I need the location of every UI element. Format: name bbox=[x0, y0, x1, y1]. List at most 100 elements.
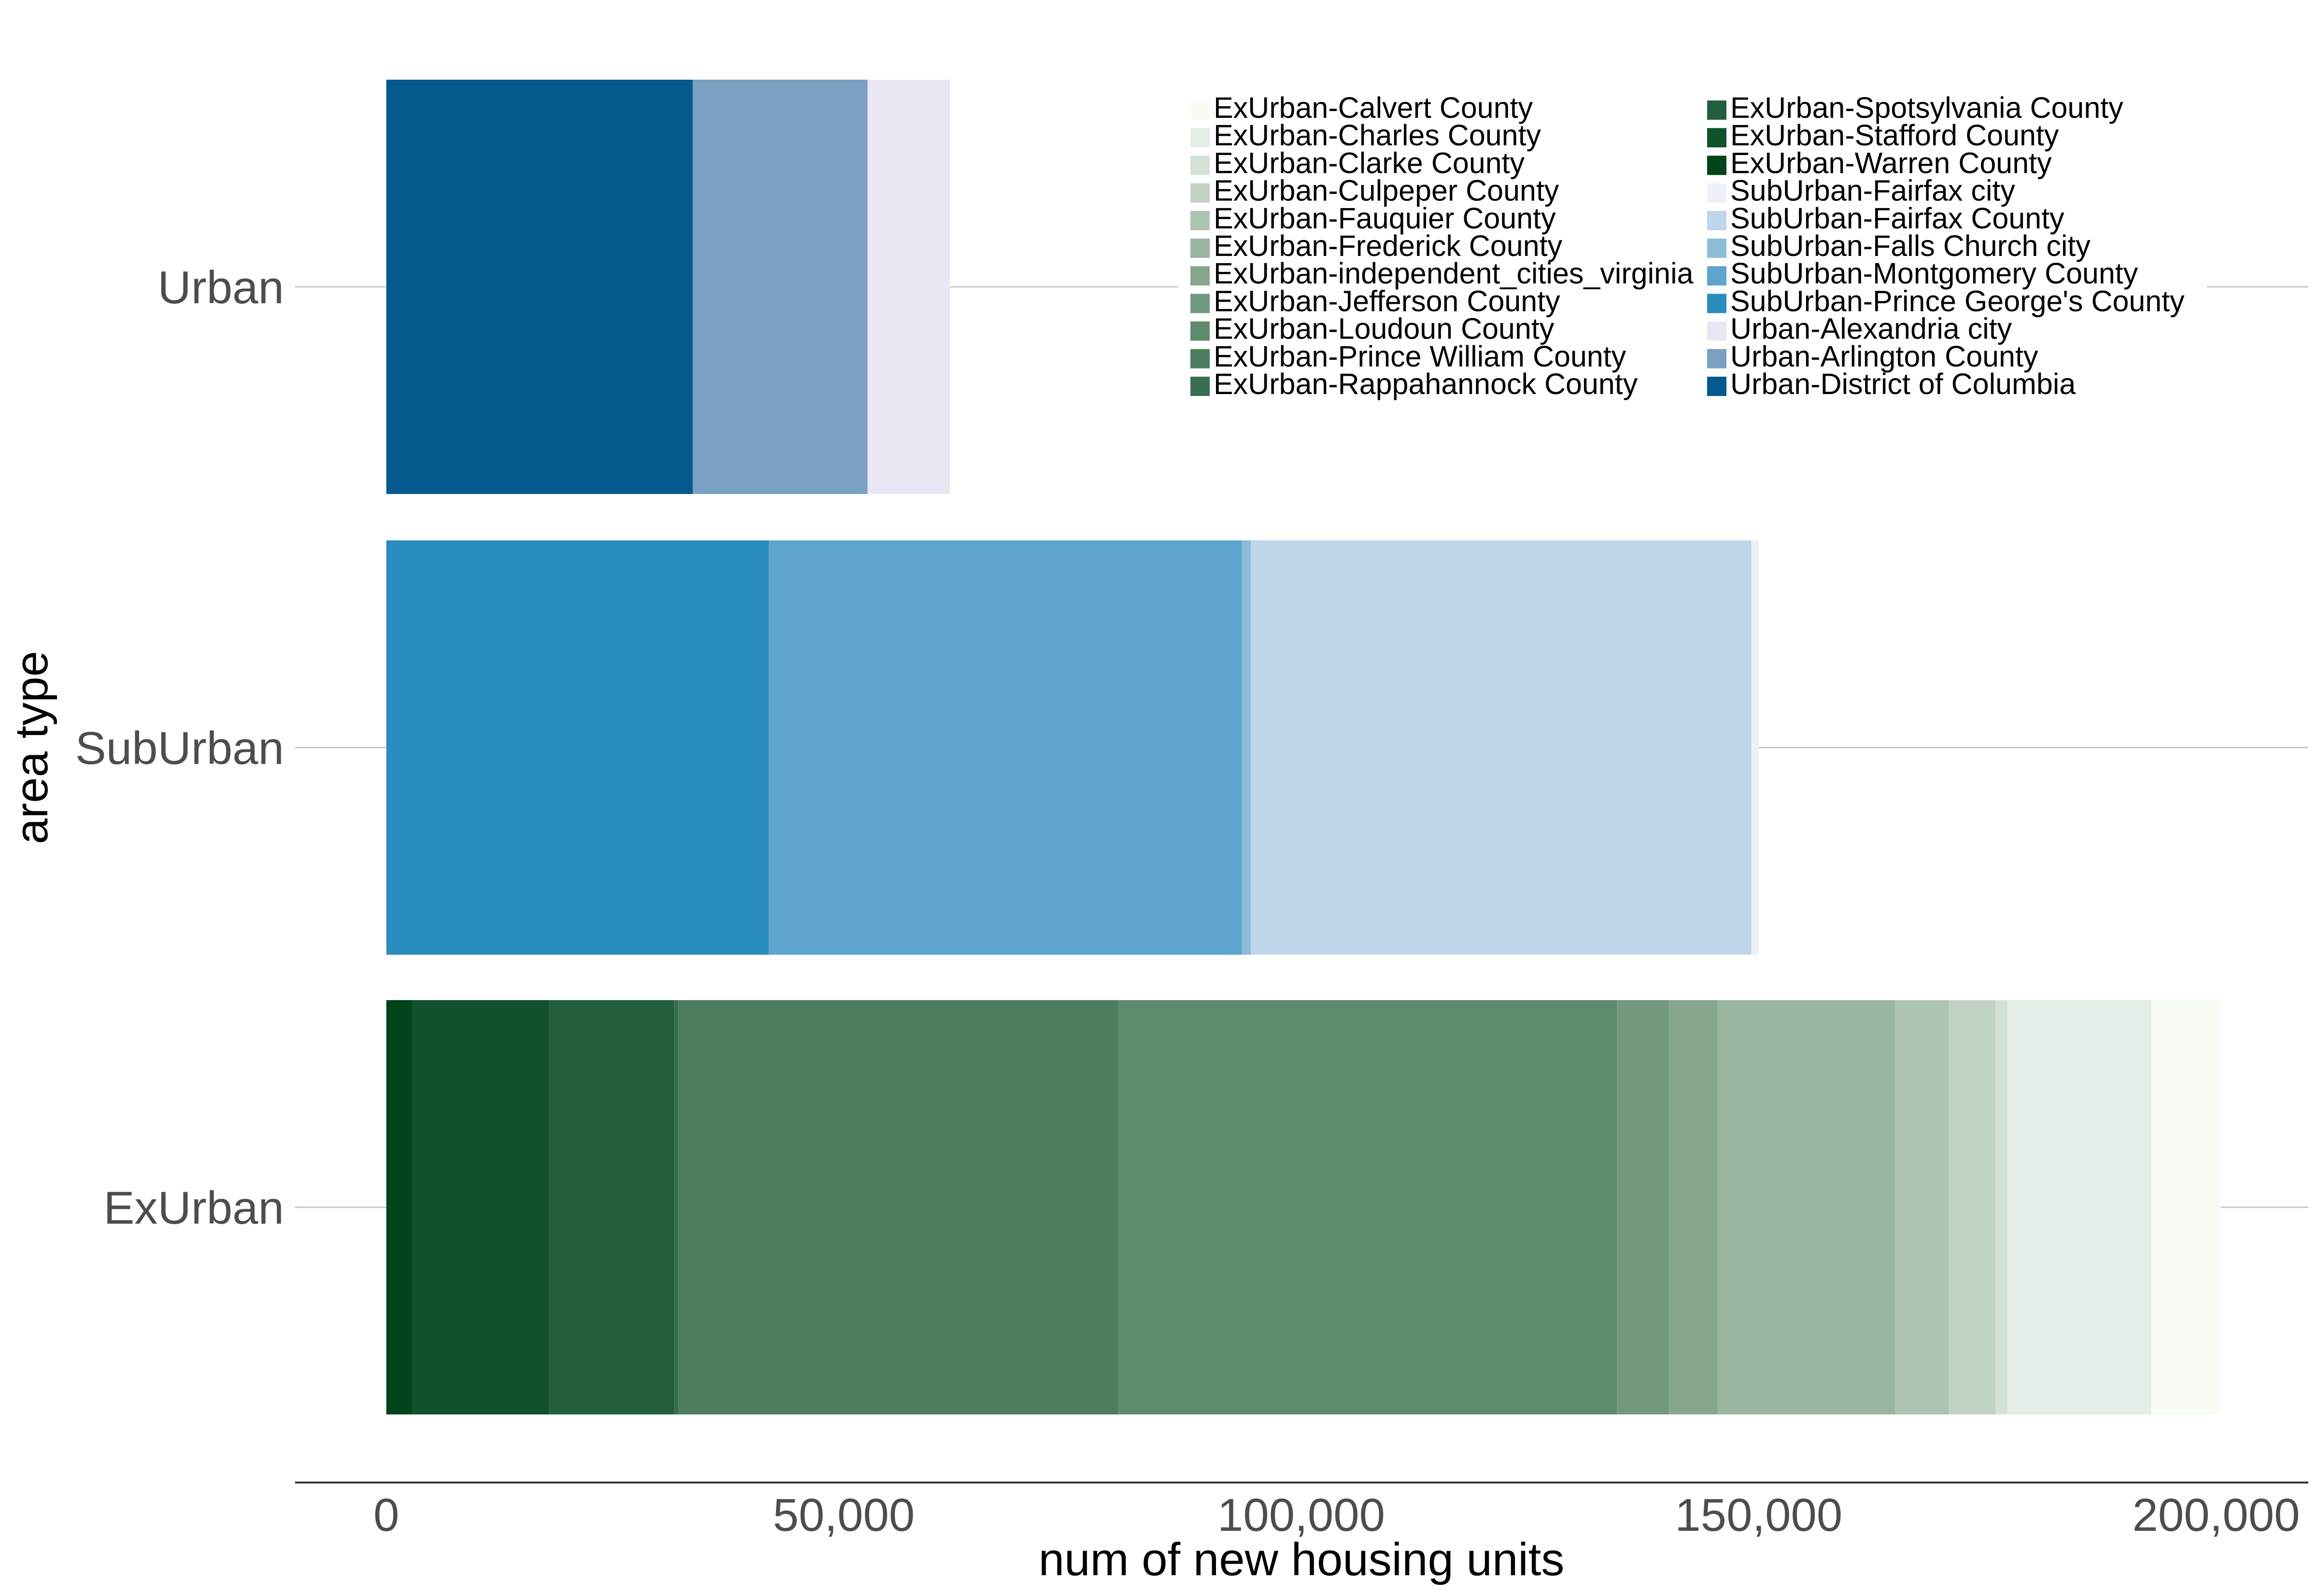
legend-swatch bbox=[1190, 294, 1210, 313]
legend-swatch bbox=[1190, 155, 1210, 175]
y-tick-label-suburban: SubUrban bbox=[75, 722, 284, 774]
legend-item-exurban-clarke-county: ExUrban-Clarke County bbox=[1190, 146, 1525, 179]
bar-exurban-independent-cities-virginia bbox=[1669, 1000, 1718, 1414]
bar-urban-alexandria-city bbox=[867, 80, 950, 494]
legend-label: ExUrban-Warren County bbox=[1730, 146, 2052, 179]
legend-swatch bbox=[1190, 211, 1210, 230]
legend-swatch bbox=[1707, 349, 1726, 368]
bar-urban-arlington-county bbox=[693, 80, 868, 494]
legend-swatch bbox=[1190, 183, 1210, 203]
legend-label: ExUrban-Calvert County bbox=[1214, 91, 1533, 124]
legend-item-exurban-jefferson-county: ExUrban-Jefferson County bbox=[1190, 284, 1560, 317]
legend-label: ExUrban-Loudoun County bbox=[1214, 312, 1555, 345]
legend-item-exurban-culpeper-county: ExUrban-Culpeper County bbox=[1190, 174, 1559, 207]
legend-swatch bbox=[1707, 239, 1726, 258]
legend-label: Urban-Arlington County bbox=[1730, 340, 2038, 373]
legend-item-exurban-rappahannock-county: ExUrban-Rappahannock County bbox=[1190, 367, 1638, 400]
legend-swatch bbox=[1190, 377, 1210, 396]
legend-swatch bbox=[1707, 321, 1726, 341]
legend-item-suburban-fairfax-city: SubUrban-Fairfax city bbox=[1707, 174, 2015, 207]
legend-item-exurban-prince-william-county: ExUrban-Prince William County bbox=[1190, 340, 1626, 373]
legend-label: ExUrban-Frederick County bbox=[1214, 229, 1563, 262]
x-tick-label: 50,000 bbox=[773, 1489, 915, 1541]
bar-exurban-stafford-county bbox=[412, 1000, 550, 1414]
legend-item-urban-district-of-columbia: Urban-District of Columbia bbox=[1707, 367, 2076, 400]
legend-item-exurban-warren-county: ExUrban-Warren County bbox=[1707, 146, 2052, 179]
legend-item-exurban-frederick-county: ExUrban-Frederick County bbox=[1190, 229, 1563, 262]
legend-swatch bbox=[1707, 294, 1726, 313]
legend-item-exurban-loudoun-county: ExUrban-Loudoun County bbox=[1190, 312, 1555, 345]
legend-swatch bbox=[1190, 321, 1210, 341]
bar-suburban-falls-church-city bbox=[1242, 540, 1251, 955]
legend-label: ExUrban-Stafford County bbox=[1730, 119, 2059, 152]
legend-item-exurban-calvert-county: ExUrban-Calvert County bbox=[1190, 91, 1533, 124]
bar-urban-district-of-columbia bbox=[386, 80, 693, 494]
legend-label: Urban-District of Columbia bbox=[1730, 367, 2076, 400]
bar-exurban-warren-county bbox=[386, 1000, 412, 1414]
legend-swatch bbox=[1707, 128, 1726, 148]
legend-label: SubUrban-Falls Church city bbox=[1730, 229, 2091, 262]
legend-swatch bbox=[1190, 239, 1210, 258]
bar-exurban-jefferson-county bbox=[1617, 1000, 1669, 1414]
bar-exurban-prince-william-county bbox=[678, 1000, 1118, 1414]
bar-exurban-rappahannock-county bbox=[674, 1000, 678, 1414]
legend-item-exurban-spotsylvania-county: ExUrban-Spotsylvania County bbox=[1707, 91, 2123, 124]
x-tick-label: 0 bbox=[373, 1489, 399, 1541]
legend-swatch bbox=[1190, 266, 1210, 286]
legend-item-urban-alexandria-city: Urban-Alexandria city bbox=[1707, 312, 2012, 345]
bar-suburban-prince-george-s-county bbox=[386, 540, 769, 955]
legend-item-suburban-montgomery-county: SubUrban-Montgomery County bbox=[1707, 257, 2138, 290]
legend-label: SubUrban-Prince George's County bbox=[1730, 284, 2185, 317]
y-axis-title: area type bbox=[6, 651, 57, 844]
legend-item-exurban-charles-county: ExUrban-Charles County bbox=[1190, 119, 1541, 152]
x-tick-label: 200,000 bbox=[2132, 1489, 2300, 1541]
bar-exurban-spotsylvania-county bbox=[549, 1000, 675, 1414]
x-axis-title: num of new housing units bbox=[1039, 1534, 1565, 1585]
legend-item-exurban-stafford-county: ExUrban-Stafford County bbox=[1707, 119, 2059, 152]
legend-label: ExUrban-Charles County bbox=[1214, 119, 1541, 152]
legend-label: ExUrban-Clarke County bbox=[1214, 146, 1525, 179]
bar-exurban-culpeper-county bbox=[1949, 1000, 1996, 1414]
legend-background bbox=[1178, 91, 2207, 406]
legend-label: SubUrban-Montgomery County bbox=[1730, 257, 2138, 290]
y-tick-label-urban: Urban bbox=[158, 262, 284, 313]
legend-swatch bbox=[1190, 100, 1210, 120]
bar-exurban-calvert-county bbox=[2151, 1000, 2221, 1414]
legend-swatch bbox=[1707, 266, 1726, 286]
legend-label: SubUrban-Fairfax city bbox=[1730, 174, 2015, 207]
legend-label: ExUrban-Fauquier County bbox=[1214, 202, 1556, 235]
axes: Urban SubUrban ExUrban 0 50,000 100,000 150,00… bbox=[75, 262, 2308, 1541]
bar-suburban-fairfax-county bbox=[1251, 540, 1752, 955]
legend-label: ExUrban-Jefferson County bbox=[1214, 284, 1560, 317]
bar-exurban-loudoun-county bbox=[1118, 1000, 1617, 1414]
legend-swatch bbox=[1707, 211, 1726, 230]
y-tick-label-exurban: ExUrban bbox=[104, 1182, 284, 1234]
legend-swatch bbox=[1190, 128, 1210, 148]
legend-swatch bbox=[1707, 100, 1726, 120]
legend-label: ExUrban-Rappahannock County bbox=[1214, 367, 1638, 400]
legend-label: SubUrban-Fairfax County bbox=[1730, 202, 2064, 235]
bars bbox=[386, 80, 2221, 1414]
bar-exurban-charles-county bbox=[2007, 1000, 2151, 1414]
legend-label: Urban-Alexandria city bbox=[1730, 312, 2012, 345]
legend-swatch bbox=[1707, 377, 1726, 396]
legend-swatch bbox=[1190, 349, 1210, 368]
bar-exurban-frederick-county bbox=[1717, 1000, 1895, 1414]
legend-label: ExUrban-independent_cities_virginia bbox=[1214, 257, 1694, 290]
legend-item-suburban-prince-george-s-county: SubUrban-Prince George's County bbox=[1707, 284, 2185, 317]
bar-suburban-montgomery-county bbox=[768, 540, 1242, 955]
legend-label: ExUrban-Prince William County bbox=[1214, 340, 1626, 373]
bar-exurban-fauquier-county bbox=[1895, 1000, 1949, 1414]
legend-label: ExUrban-Spotsylvania County bbox=[1730, 91, 2123, 124]
legend-swatch bbox=[1707, 155, 1726, 175]
legend-item-exurban-independent-cities-virginia: ExUrban-independent_cities_virginia bbox=[1190, 257, 1694, 290]
legend-item-exurban-fauquier-county: ExUrban-Fauquier County bbox=[1190, 202, 1556, 235]
x-tick-label: 100,000 bbox=[1217, 1489, 1385, 1541]
legend-item-urban-arlington-county: Urban-Arlington County bbox=[1707, 340, 2038, 373]
legend-swatch bbox=[1707, 183, 1726, 203]
legend-label: ExUrban-Culpeper County bbox=[1214, 174, 1559, 207]
bar-exurban-clarke-county bbox=[1995, 1000, 2007, 1414]
